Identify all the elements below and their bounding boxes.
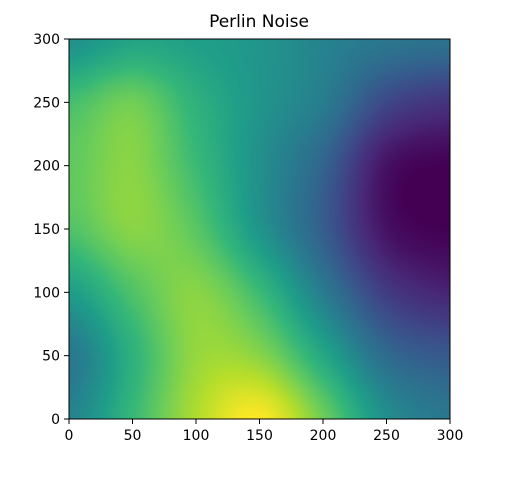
y-tick-label: 150: [33, 222, 60, 238]
x-tick-label: 250: [373, 428, 400, 444]
x-tick-label: 150: [246, 428, 273, 444]
y-tick-label: 200: [33, 159, 60, 175]
x-tick-label: 0: [65, 428, 74, 444]
heatmap-image: [69, 39, 450, 419]
x-axis: 0 50 100 150 200 250 300: [65, 419, 464, 444]
y-tick-label: 100: [33, 285, 60, 301]
y-tick-label: 300: [33, 32, 60, 48]
x-tick-label: 300: [437, 428, 464, 444]
plot-area: [68, 38, 451, 420]
y-axis: 0 50 100 150 200 250 300: [33, 32, 69, 428]
y-tick-label: 50: [42, 349, 60, 365]
y-tick-label: 0: [51, 412, 60, 428]
chart-title: Perlin Noise: [209, 12, 309, 32]
x-tick-label: 50: [124, 428, 142, 444]
x-tick-label: 100: [183, 428, 210, 444]
x-tick-label: 200: [310, 428, 337, 444]
y-tick-label: 250: [33, 95, 60, 111]
